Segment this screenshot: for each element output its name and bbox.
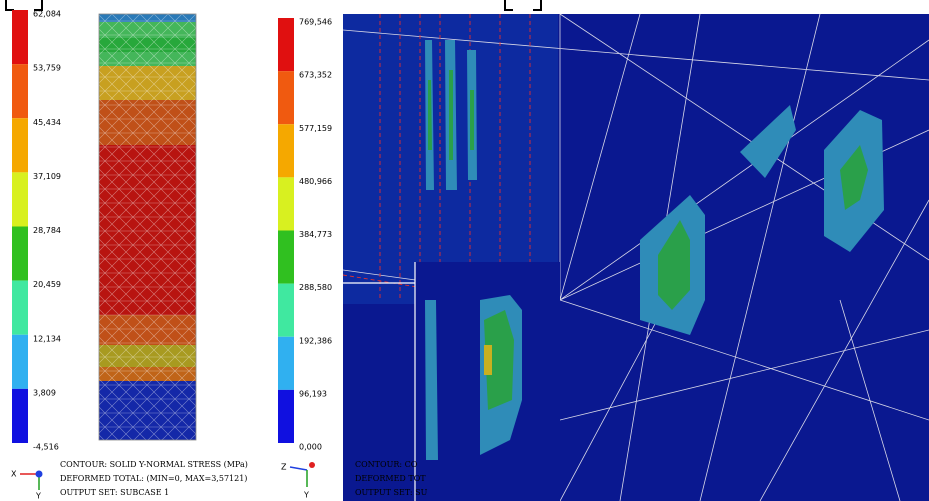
right-caption: CONTOUR: CO DEFORMED TOT OUTPUT SET: SU bbox=[355, 460, 428, 497]
triad-label: Z bbox=[281, 463, 287, 472]
legend-band bbox=[278, 284, 294, 337]
legend-band bbox=[278, 18, 294, 71]
caption-line: CONTOUR: SOLID Y-NORMAL STRESS (MPa) bbox=[60, 460, 248, 469]
legend-label: 3,809 bbox=[33, 388, 56, 397]
legend-label: 769,546 bbox=[299, 18, 332, 27]
triad-label: X bbox=[11, 470, 17, 479]
screenshot: 62,084 53,759 45,434 37,109 28,784 20,459 12,1… bbox=[0, 0, 929, 501]
legend-label: 384,773 bbox=[299, 230, 332, 239]
caption-line: DEFORMED TOT bbox=[355, 474, 426, 483]
legend-band bbox=[278, 71, 294, 124]
caption-line: OUTPUT SET: SUBCASE 1 bbox=[60, 488, 169, 497]
legend-label: 480,966 bbox=[299, 177, 332, 186]
legend-band bbox=[12, 389, 28, 443]
legend-label: 192,386 bbox=[299, 336, 332, 345]
legend-band bbox=[12, 118, 28, 172]
legend-label: 37,109 bbox=[33, 172, 61, 181]
triad-label: Y bbox=[303, 491, 309, 500]
legend-label: 28,784 bbox=[33, 226, 61, 235]
left-model bbox=[99, 14, 196, 440]
legend-band bbox=[12, 227, 28, 281]
legend-band bbox=[278, 231, 294, 284]
legend-label: 12,134 bbox=[33, 334, 61, 343]
legend-label: 577,159 bbox=[299, 124, 332, 133]
legend-band bbox=[278, 124, 294, 177]
legend-label: 53,759 bbox=[33, 64, 61, 73]
triad-label: Y bbox=[35, 492, 41, 501]
legend-label: 96,193 bbox=[299, 389, 327, 398]
legend-label: 62,084 bbox=[33, 10, 61, 19]
legend-band bbox=[278, 177, 294, 230]
legend-label: -4,516 bbox=[33, 443, 59, 452]
legend-band bbox=[12, 10, 28, 64]
legend-band bbox=[12, 335, 28, 389]
caption-line: DEFORMED TOTAL: (MIN=0, MAX=3,57121) bbox=[60, 474, 247, 483]
legend-band bbox=[278, 337, 294, 390]
legend-band bbox=[12, 64, 28, 118]
legend-band bbox=[12, 281, 28, 335]
right-model bbox=[343, 14, 929, 501]
legend-band bbox=[12, 172, 28, 226]
legend-label: 673,352 bbox=[299, 71, 332, 80]
legend-label: 0,000 bbox=[299, 443, 322, 452]
legend-label: 20,459 bbox=[33, 280, 61, 289]
legend-band bbox=[278, 390, 294, 443]
legend-label: 45,434 bbox=[33, 118, 61, 127]
legend-label: 288,580 bbox=[299, 283, 332, 292]
caption-line: CONTOUR: CO bbox=[355, 460, 418, 469]
caption-line: OUTPUT SET: SU bbox=[355, 488, 428, 497]
